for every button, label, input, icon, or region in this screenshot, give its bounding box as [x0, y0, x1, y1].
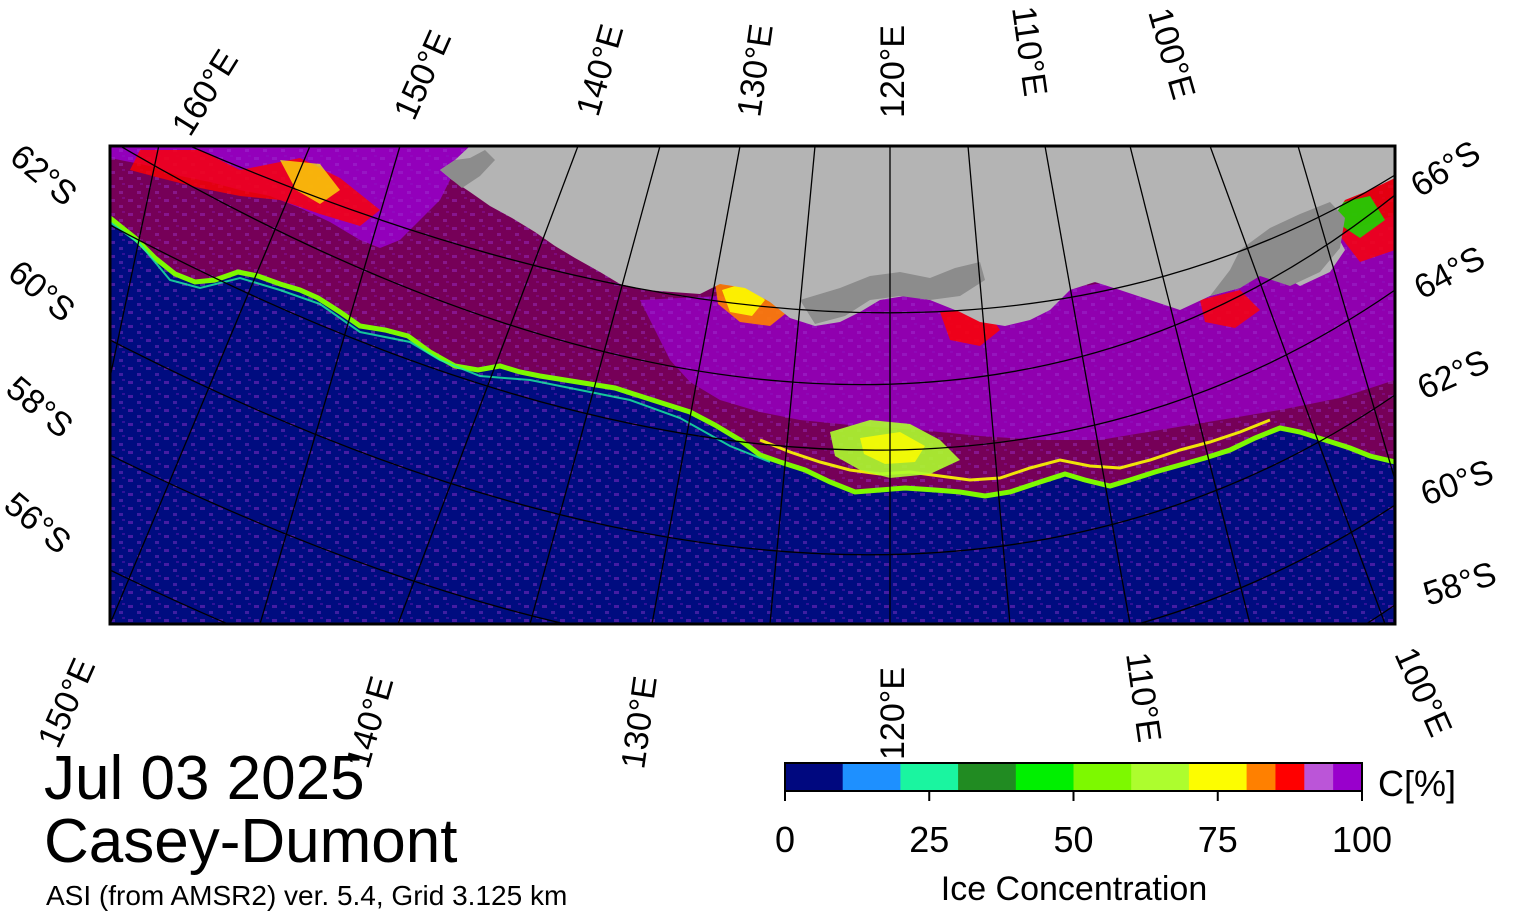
left-lat-label-62: 62°S [3, 137, 84, 214]
top-lon-label-110: 110°E [1004, 4, 1054, 99]
right-lat-label-60: 60°S [1416, 452, 1499, 513]
region-title: Casey-Dumont [44, 807, 458, 876]
left-lat-label-60: 60°S [1, 253, 82, 330]
ice-edge-fringe [110, 216, 1395, 499]
colorbar-bin-3 [958, 763, 1017, 791]
top-lon-label-140: 140°E [569, 20, 631, 120]
colorbar-bin-7 [1188, 763, 1248, 791]
antarctica-land [440, 146, 1395, 326]
colorbar-bin-4 [1015, 763, 1074, 791]
left-latitude-labels: 62°S 60°S 58°S 56°S [0, 137, 84, 562]
colorbar-bin-9 [1275, 763, 1305, 791]
colorbar-bin-2 [900, 763, 959, 791]
left-lat-label-58: 58°S [0, 369, 80, 446]
bottom-lon-label-150: 150°E [31, 653, 104, 753]
colorbar-ticks: 0 25 50 75 100 [775, 791, 1392, 860]
bottom-lon-label-130: 130°E [614, 674, 665, 771]
colorbar-bin-11 [1333, 763, 1363, 791]
date-title: Jul 03 2025 [44, 744, 365, 813]
bottom-lon-label-100: 100°E [1387, 642, 1460, 742]
right-latitude-labels: 66°S 64°S 62°S 60°S 58°S [1404, 133, 1501, 613]
top-lon-label-160: 160°E [165, 43, 247, 142]
bottom-lon-label-110: 110°E [1118, 650, 1168, 745]
colorbar-tick-label-2: 50 [1053, 819, 1093, 860]
graticule-parallels [110, 146, 1395, 624]
right-lat-label-58: 58°S [1419, 555, 1501, 614]
right-lat-label-66: 66°S [1404, 133, 1487, 204]
colorbar-tick-label-4: 100 [1332, 819, 1392, 860]
source-note: ASI (from AMSR2) ver. 5.4, Grid 3.125 km [46, 880, 568, 911]
colorbar-title: Ice Concentration [941, 870, 1208, 908]
colorbar-bin-5 [1073, 763, 1132, 791]
colorbar-bin-10 [1304, 763, 1334, 791]
colorbar-tick-label-1: 25 [909, 819, 949, 860]
bottom-lon-label-120: 120°E [874, 667, 912, 760]
colorbar-bin-0 [785, 763, 844, 791]
top-longitude-labels: 160°E 150°E 140°E 130°E 120°E 110°E 100°… [165, 4, 1203, 143]
colorbar: 0 25 50 75 100 C[%] Ice Concentration [775, 762, 1456, 908]
graticule-meridians [110, 146, 1395, 624]
right-lat-label-62: 62°S [1412, 342, 1495, 407]
ice-shelf [440, 150, 495, 188]
top-lon-label-150: 150°E [387, 25, 460, 125]
top-lon-label-120: 120°E [874, 25, 912, 118]
top-lon-label-100: 100°E [1140, 4, 1202, 104]
colorbar-bins [785, 763, 1363, 791]
top-lon-label-130: 130°E [730, 22, 781, 119]
colorbar-bin-6 [1131, 763, 1190, 791]
colorbar-tick-label-0: 0 [775, 819, 795, 860]
left-lat-label-56: 56°S [0, 485, 78, 562]
colorbar-bin-1 [842, 763, 901, 791]
colorbar-tick-label-3: 75 [1198, 819, 1238, 860]
map-area [110, 146, 1395, 624]
colorbar-bin-8 [1246, 763, 1276, 791]
map-frame [108, 144, 1397, 626]
colorbar-unit-label: C[%] [1378, 763, 1456, 804]
right-lat-label-64: 64°S [1408, 239, 1491, 307]
